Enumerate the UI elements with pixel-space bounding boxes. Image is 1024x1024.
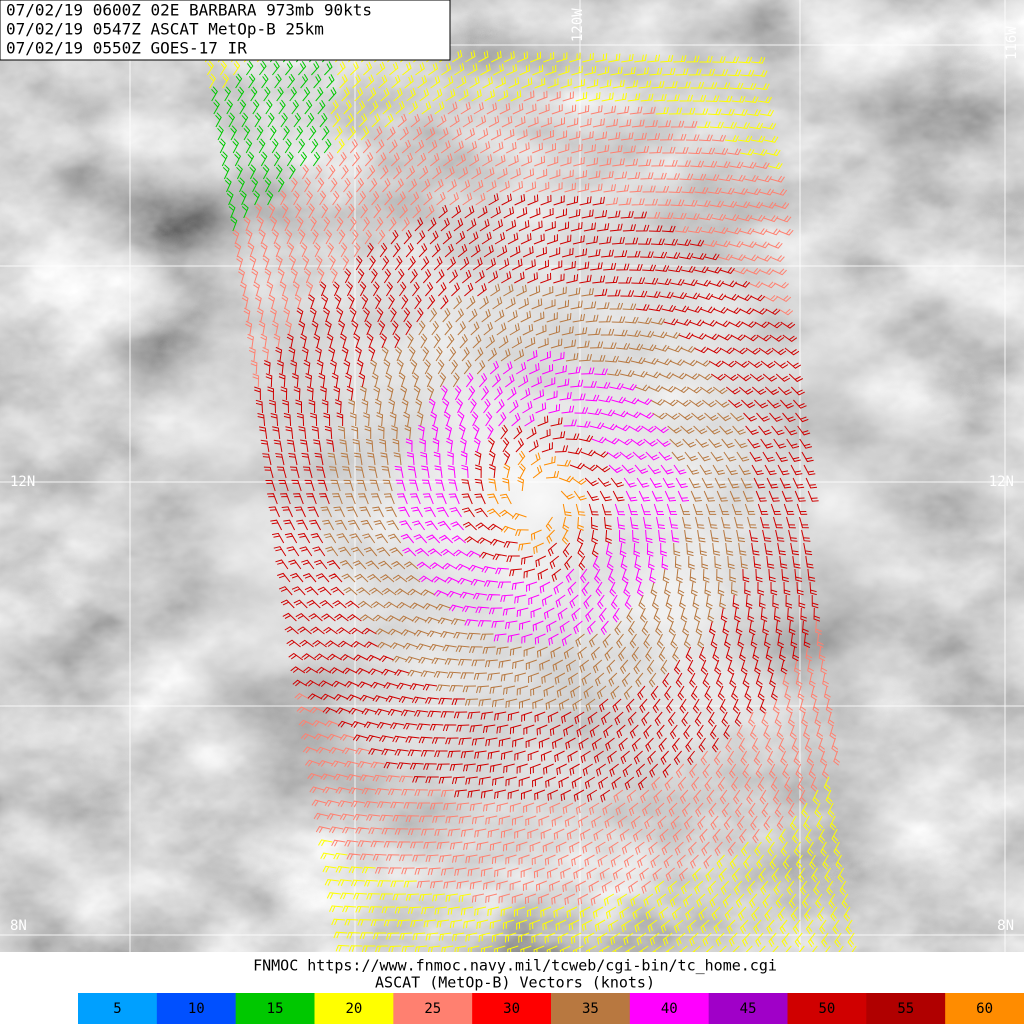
- colorbar-label: 40: [661, 1001, 678, 1017]
- colorbar-label: 5: [113, 1001, 121, 1017]
- colorbar-label: 50: [818, 1001, 835, 1017]
- header-background: [0, 0, 451, 61]
- map-grid: [0, 0, 1024, 952]
- colorbar-swatch: [708, 993, 788, 1024]
- colorbar-swatch: [78, 993, 158, 1024]
- satellite-image: [0, 0, 1024, 952]
- colorbar-swatch: [629, 993, 710, 1024]
- lon-label: 116W: [1004, 26, 1020, 60]
- header-box: 07/02/19 0600Z 02E BARBARA 973mb 90kts 0…: [0, 0, 451, 61]
- lat-label: 12N: [989, 474, 1014, 490]
- colorbar-label: 35: [582, 1001, 599, 1017]
- wind-barb-group: [486, 450, 587, 554]
- colorbar-swatch: [235, 993, 315, 1024]
- footer: FNMOC https://www.fnmoc.navy.mil/tcweb/c…: [0, 952, 1024, 1024]
- colorbar-swatch: [551, 993, 631, 1024]
- legend-title: ASCAT (MetOp-B) Vectors (knots): [375, 974, 655, 992]
- colorbar-label: 55: [897, 1001, 914, 1017]
- colorbar-swatch: [393, 993, 473, 1024]
- colorbar: 5 10 15 20 25 30 35 40 45 50 55 60: [78, 993, 1024, 1024]
- colorbar-swatch: [945, 993, 1024, 1024]
- lon-label: 120W: [570, 8, 586, 42]
- colorbar-label: 20: [345, 1001, 362, 1017]
- wind-barb-group: [320, 283, 757, 712]
- colorbar-swatch: [472, 993, 552, 1024]
- wind-barb-group: [232, 90, 841, 906]
- wind-barbs: [204, 47, 857, 961]
- colorbar-swatch: [156, 993, 237, 1024]
- colorbar-swatch: [314, 993, 394, 1024]
- wind-barb-group: [394, 349, 690, 647]
- colorbar-label: 15: [267, 1001, 284, 1017]
- colorbar-label: 30: [503, 1001, 520, 1017]
- colorbar-label: 10: [188, 1001, 205, 1017]
- wind-barb-group: [254, 193, 821, 803]
- map-labels: 12N 12N 8N 8N 120W 116W: [10, 8, 1020, 934]
- colorbar-swatch: [866, 993, 946, 1024]
- lat-label: 8N: [997, 918, 1014, 934]
- header-line: 07/02/19 0600Z 02E BARBARA 973mb 90kts: [6, 1, 372, 20]
- colorbar-label: 25: [424, 1001, 441, 1017]
- storm-clouds: [0, 0, 1024, 952]
- colorbar-swatch: [787, 993, 867, 1024]
- lat-label: 12N: [10, 474, 35, 490]
- source-text: FNMOC https://www.fnmoc.navy.mil/tcweb/c…: [253, 957, 777, 975]
- lat-label: 8N: [10, 918, 27, 934]
- header-line: 07/02/19 0547Z ASCAT MetOp-B 25km: [6, 20, 324, 39]
- colorbar-label: 45: [740, 1001, 757, 1017]
- header-line: 07/02/19 0550Z GOES-17 IR: [6, 39, 247, 58]
- colorbar-label: 60: [976, 1001, 993, 1017]
